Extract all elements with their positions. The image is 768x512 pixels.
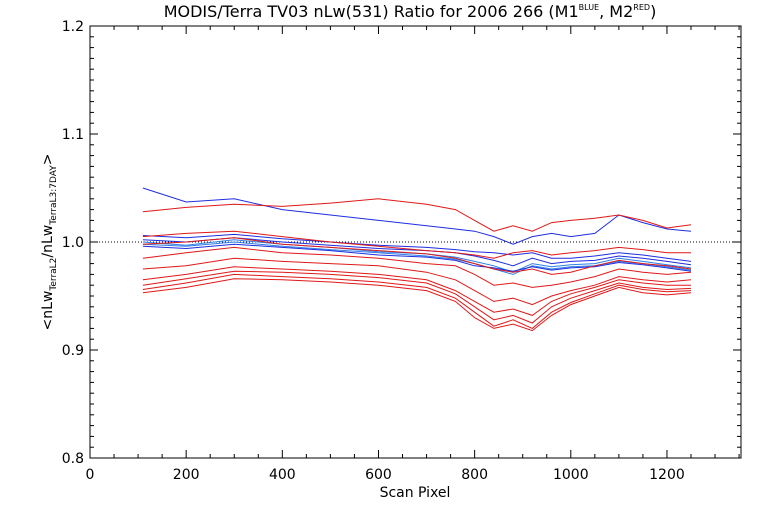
x-axis-label: Scan Pixel: [380, 485, 451, 501]
series-line: [142, 233, 692, 262]
x-tick-label: 400: [269, 467, 296, 483]
y-axis: 0.8 0.9 1.0 1.1 1.2: [62, 19, 741, 467]
x-axis: 0 200 400 600 800 1000 1200: [86, 26, 740, 483]
x-tick-label: 0: [86, 467, 95, 483]
y-tick-label: 0.9: [62, 343, 84, 359]
series-line: [142, 198, 692, 232]
y-axis-label: <nLwTerraL2/nLwTerraL3:7DAY>: [40, 154, 59, 331]
x-tick-label: 200: [173, 467, 200, 483]
series-line: [142, 246, 692, 288]
x-tick-label: 1200: [649, 467, 685, 483]
y-tick-label: 1.1: [62, 127, 84, 143]
x-tick-label: 1000: [553, 467, 589, 483]
y-tick-label: 1.0: [62, 235, 84, 251]
series-line: [142, 243, 692, 272]
x-tick-label: 600: [365, 467, 392, 483]
y-tick-label: 0.8: [62, 451, 84, 467]
series-line: [142, 273, 692, 329]
series-line: [142, 270, 692, 324]
series-line: [142, 266, 691, 316]
series-line: [142, 237, 692, 275]
series-line: [142, 230, 691, 259]
series-line: [142, 278, 692, 332]
chart-title: MODIS/Terra TV03 nLw(531) Ratio for 2006…: [164, 2, 657, 21]
series-line: [142, 237, 692, 267]
y-tick-label: 1.2: [62, 19, 84, 35]
series-line: [142, 257, 692, 306]
series-group: [142, 187, 692, 332]
x-tick-label: 800: [461, 467, 488, 483]
